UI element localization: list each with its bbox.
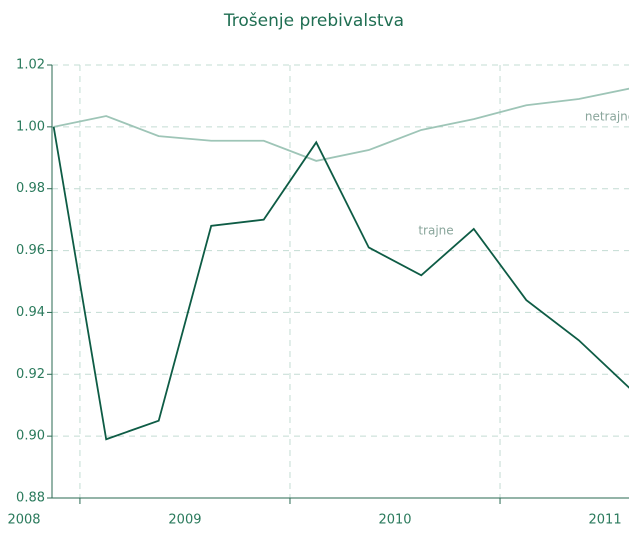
- series-line: [52, 126, 629, 441]
- chart-title: Trošenje prebivalstva: [223, 11, 404, 31]
- y-tick-label: 1.00: [16, 119, 45, 134]
- x-tick-label: 2011: [589, 513, 622, 528]
- y-tick-label: 0.94: [16, 305, 45, 320]
- y-tick-label: 0.88: [16, 491, 45, 506]
- x-tick-label: 2009: [168, 513, 201, 528]
- x-tick-label: 2010: [378, 513, 411, 528]
- series-label: netrajne: [585, 110, 629, 124]
- y-tick-label: 0.92: [16, 367, 45, 382]
- x-tick-label: 2008: [7, 513, 40, 528]
- y-tick-label: 0.96: [16, 243, 45, 258]
- y-tick-label: 0.98: [16, 181, 45, 196]
- series-label: trajne: [418, 224, 453, 238]
- y-tick-label: 0.90: [16, 429, 45, 444]
- y-tick-label: 1.02: [16, 58, 45, 73]
- series-line: [53, 87, 629, 162]
